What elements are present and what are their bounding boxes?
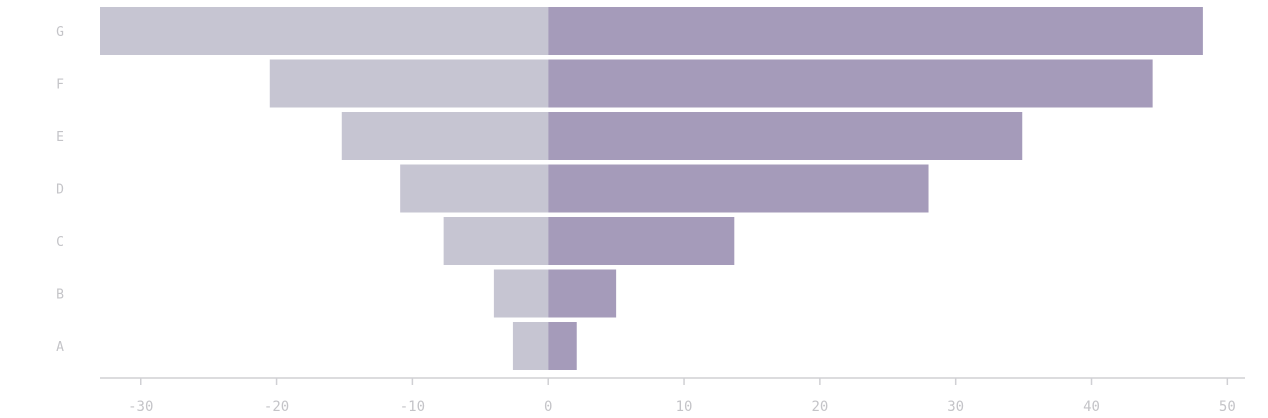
- x-axis: -30 -20 -10 0 10 20 30 40 50: [100, 377, 1245, 415]
- bar-d-positive: [548, 164, 929, 213]
- bars-layer: [100, 7, 1203, 370]
- x-tick-label: 30: [947, 399, 964, 415]
- x-tick-label: 10: [676, 399, 693, 415]
- x-tick-label: 40: [1083, 399, 1100, 415]
- bar-e-negative: [341, 112, 549, 160]
- category-label-f: F: [56, 78, 64, 93]
- x-tick-label: 20: [811, 399, 828, 415]
- bar-d-negative: [400, 164, 549, 213]
- bar-a-positive: [548, 322, 577, 370]
- category-label-g: G: [56, 25, 64, 40]
- bar-e-positive: [548, 112, 1023, 160]
- bar-c-positive: [548, 217, 735, 265]
- bar-g-positive: [548, 7, 1203, 55]
- category-label-d: D: [56, 183, 64, 198]
- bar-f-negative: [269, 59, 549, 108]
- bar-b-negative: [493, 269, 549, 318]
- category-labels: A B C D E F G: [56, 25, 64, 355]
- category-label-e: E: [56, 130, 64, 145]
- x-tick-label: 0: [544, 399, 552, 415]
- x-tick-label: -30: [128, 399, 153, 415]
- x-tick-label: 50: [1219, 399, 1236, 415]
- bar-g-negative: [100, 7, 549, 55]
- bar-c-negative: [443, 217, 549, 265]
- category-label-b: B: [56, 288, 64, 303]
- category-label-a: A: [56, 340, 64, 355]
- bar-a-negative: [512, 322, 549, 370]
- x-tick-label: -20: [264, 399, 289, 415]
- x-tick-label: -10: [400, 399, 425, 415]
- bar-f-positive: [548, 59, 1153, 108]
- bar-b-positive: [548, 269, 617, 318]
- category-label-c: C: [56, 235, 64, 250]
